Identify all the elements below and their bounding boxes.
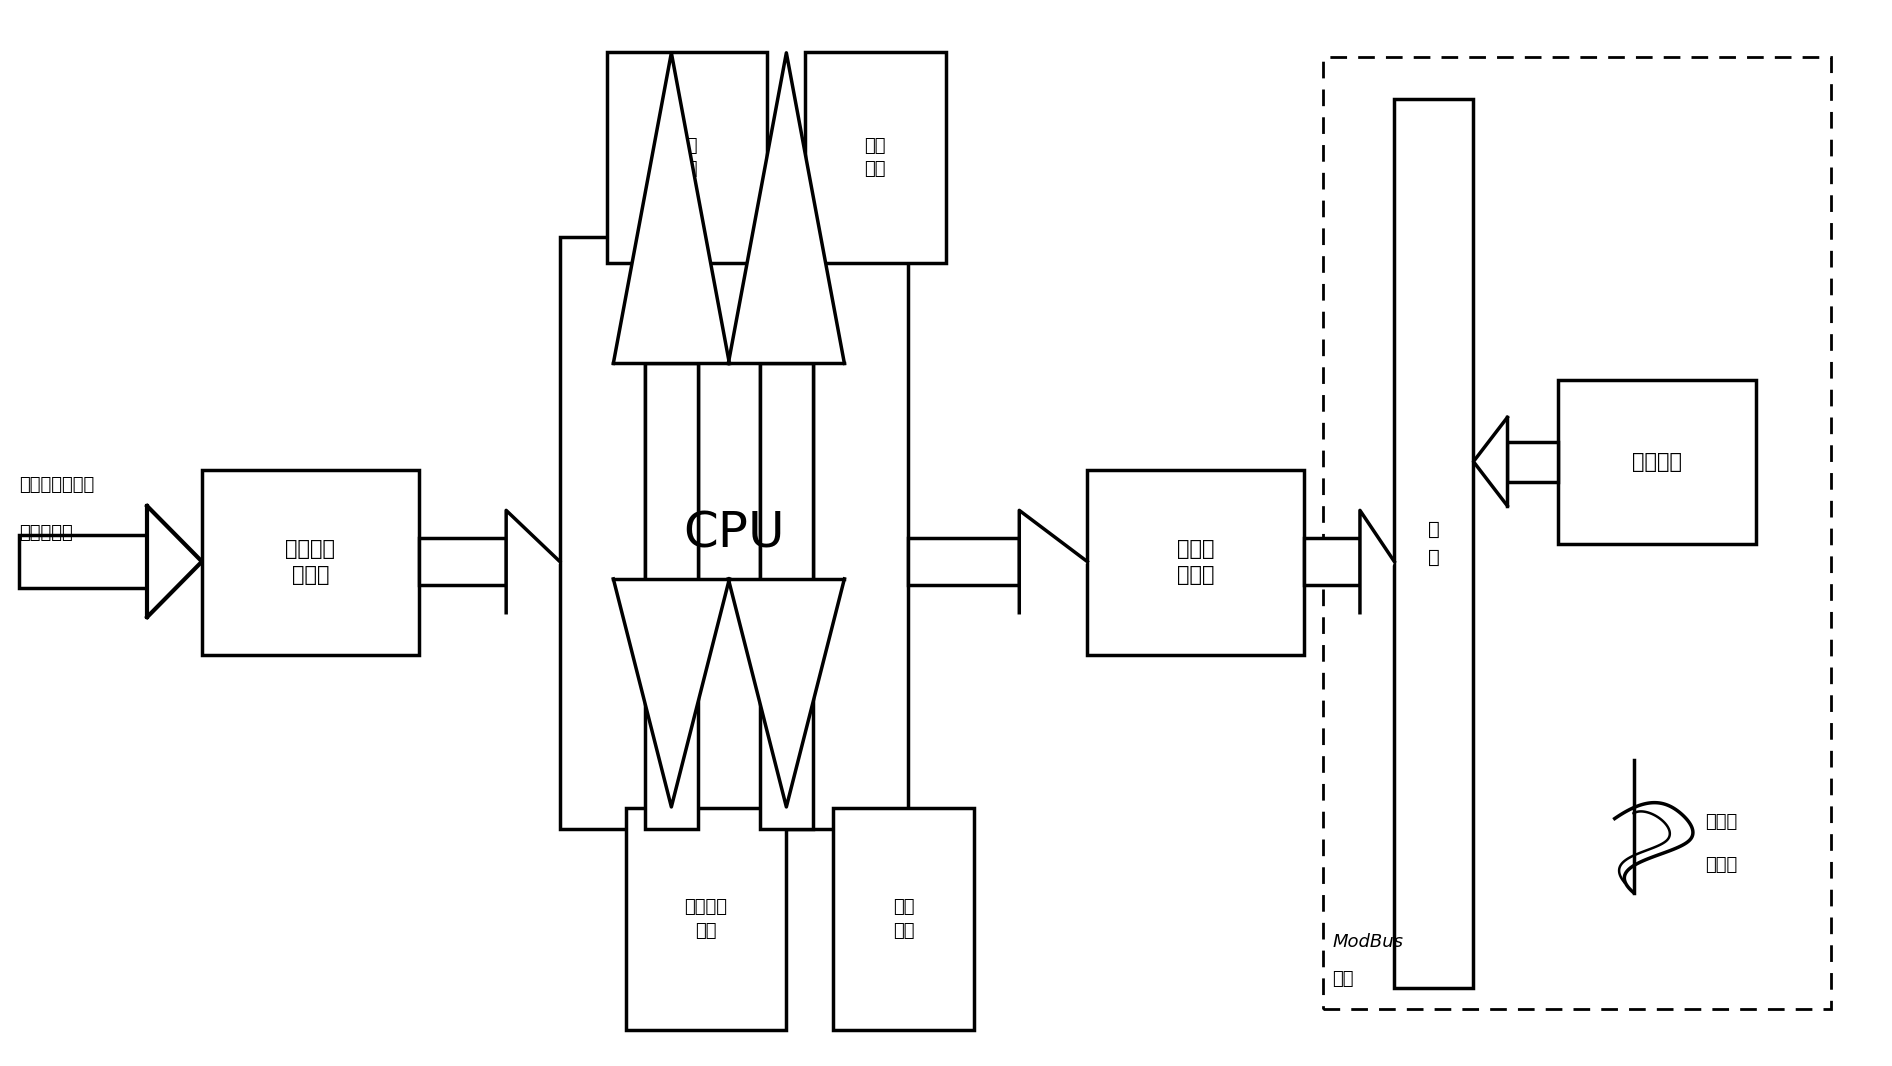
Bar — [1088, 469, 1304, 655]
Bar — [832, 808, 974, 1030]
Text: 存储
模块: 存储 模块 — [893, 899, 914, 940]
Text: 助二次绕组: 助二次绕组 — [19, 524, 74, 542]
Bar — [1304, 538, 1360, 585]
Bar — [607, 52, 766, 263]
Text: ModBus: ModBus — [1332, 933, 1404, 951]
Bar — [1559, 379, 1756, 544]
Text: 总
线: 总 线 — [1428, 520, 1440, 567]
Text: CPU: CPU — [683, 508, 785, 558]
Polygon shape — [728, 53, 844, 364]
Text: 通讯模块: 通讯模块 — [1633, 452, 1682, 471]
Bar — [19, 535, 148, 588]
Polygon shape — [507, 511, 560, 613]
Text: 至通信: 至通信 — [1705, 813, 1737, 831]
Polygon shape — [613, 53, 730, 364]
Bar — [202, 469, 418, 655]
Text: 模拟量采
集模块: 模拟量采 集模块 — [286, 539, 335, 585]
Polygon shape — [1020, 511, 1088, 613]
Bar — [645, 364, 698, 829]
Bar — [1508, 441, 1559, 482]
Text: 管理机: 管理机 — [1705, 856, 1737, 874]
Bar — [1323, 58, 1831, 1008]
Bar — [645, 237, 698, 579]
Text: 信号来自压变辅: 信号来自压变辅 — [19, 477, 95, 495]
Text: 总线: 总线 — [1332, 970, 1353, 988]
Text: 故障采
波模块: 故障采 波模块 — [1177, 539, 1215, 585]
Bar — [761, 364, 814, 829]
Text: 消谐
模块: 消谐 模块 — [675, 136, 698, 178]
Bar — [626, 808, 785, 1030]
Polygon shape — [1474, 418, 1508, 506]
Polygon shape — [728, 579, 844, 807]
Bar — [761, 237, 814, 579]
Text: 液晶显示
模块: 液晶显示 模块 — [685, 899, 727, 940]
Polygon shape — [148, 506, 202, 617]
Bar — [418, 538, 507, 585]
Polygon shape — [1360, 511, 1394, 613]
Polygon shape — [613, 579, 730, 807]
Bar — [804, 52, 946, 263]
Bar — [1394, 99, 1474, 988]
Bar — [908, 538, 1020, 585]
Text: 时钟
模块: 时钟 模块 — [865, 136, 885, 178]
Bar — [560, 237, 908, 829]
